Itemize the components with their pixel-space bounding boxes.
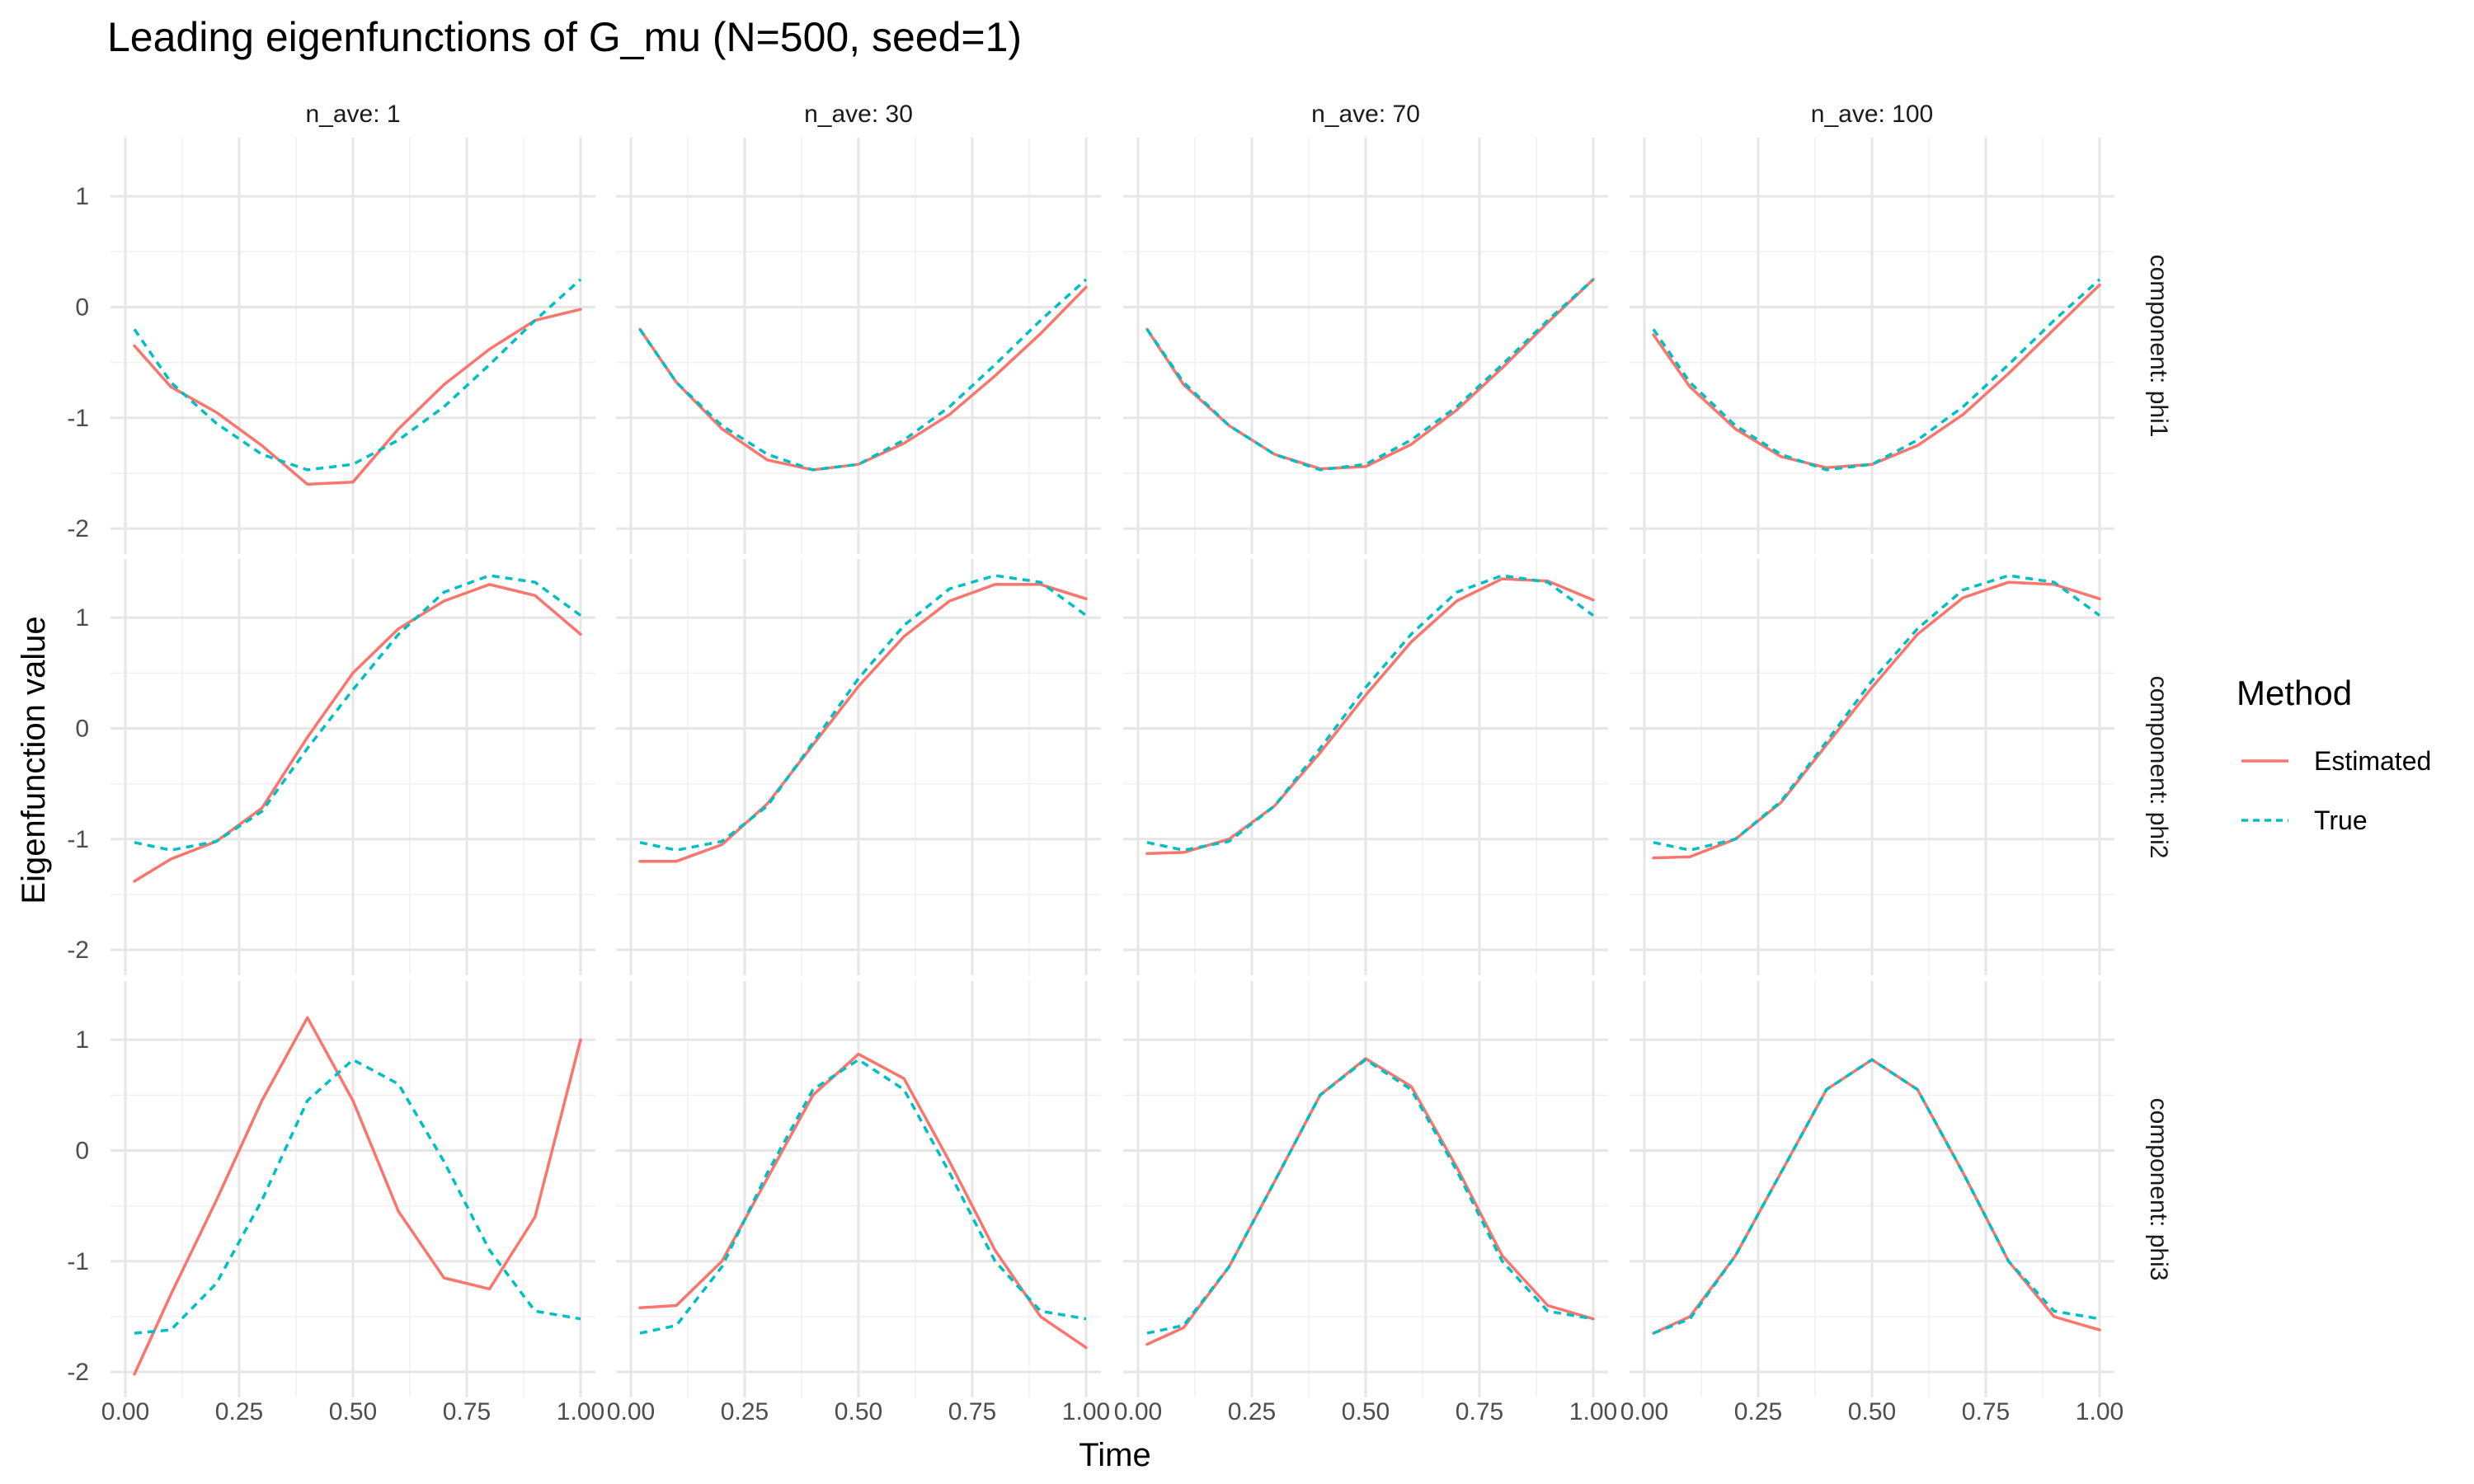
facet-panel (616, 559, 1101, 975)
x-tick-label: 0.75 (443, 1398, 491, 1425)
x-axis-title: Time (1079, 1437, 1150, 1473)
x-tick-label: 1.00 (557, 1398, 604, 1425)
facet-grid: n_ave: 1 n_ave: 30 n_ave: 70 n_ave: 100 comp… (67, 101, 2172, 1425)
facet-panel (111, 981, 595, 1397)
facet-panel (616, 138, 1101, 554)
estimated-series-line (1652, 580, 2101, 860)
x-tick-label: 0.50 (1342, 1398, 1390, 1425)
column-strip-label: n_ave: 70 (1311, 101, 1420, 128)
y-tick-label: 0 (75, 1137, 89, 1164)
y-tick-label: -1 (67, 1248, 89, 1275)
true-series-line (1145, 278, 1595, 472)
true-series-line (134, 1058, 581, 1335)
chart-title: Leading eigenfunctions of G_mu (N=500, s… (107, 14, 1022, 60)
y-tick-label: 0 (75, 715, 89, 742)
legend-entries: Estimated True (2241, 746, 2431, 835)
x-tick-label: 0.00 (1114, 1398, 1162, 1425)
x-tick-label: 0.25 (721, 1398, 769, 1425)
estimated-series-line (133, 1016, 582, 1376)
true-series-line (639, 574, 1088, 852)
legend-label: Estimated (2314, 746, 2431, 776)
row-strip-label: component: phi1 (2145, 255, 2172, 438)
x-tick-label: 0.50 (329, 1398, 377, 1425)
facet-panel (1630, 559, 2114, 975)
estimated-series-line (638, 583, 1088, 863)
y-tick-label: -2 (67, 1359, 89, 1386)
y-axis-title: Eigenfunction value (16, 616, 52, 904)
y-tick-label: 1 (75, 1026, 89, 1054)
x-tick-label: 0.00 (1620, 1398, 1668, 1425)
estimated-series-line (1145, 1057, 1595, 1346)
true-series-line (1652, 278, 2101, 472)
x-tick-label: 1.00 (2076, 1398, 2124, 1425)
facet-panel (1630, 138, 2114, 554)
true-series-line (134, 574, 582, 852)
x-tick-label: 0.50 (835, 1398, 882, 1425)
y-tick-label: -2 (67, 937, 89, 964)
x-tick-label: 0.50 (1848, 1398, 1896, 1425)
x-tick-label: 1.00 (1062, 1398, 1110, 1425)
x-tick-label: 0.25 (215, 1398, 263, 1425)
estimated-series-line (133, 583, 582, 883)
true-series-line (1146, 574, 1595, 852)
estimated-series-line (638, 285, 1088, 472)
x-tick-label: 1.00 (1569, 1398, 1617, 1425)
true-series-line (133, 278, 582, 472)
y-tick-label: 0 (75, 294, 89, 321)
x-tick-label: 0.25 (1228, 1398, 1276, 1425)
legend-title: Method (2236, 674, 2352, 712)
y-tick-label: -1 (67, 826, 89, 853)
x-tick-label: 0.75 (1456, 1398, 1503, 1425)
legend: Method Estimated True (2236, 674, 2431, 835)
row-strip-label: component: phi2 (2145, 676, 2172, 859)
x-tick-label: 0.00 (101, 1398, 149, 1425)
true-series-line (639, 1058, 1087, 1335)
facet-panel (1123, 138, 1608, 554)
x-tick-label: 0.75 (1962, 1398, 2010, 1425)
true-series-line (1653, 574, 2101, 852)
facet-panel (1123, 559, 1608, 975)
y-tick-label: 1 (75, 604, 89, 632)
column-strip-label: n_ave: 30 (804, 101, 913, 128)
y-tick-label: 1 (75, 183, 89, 210)
estimated-series-line (638, 1052, 1088, 1350)
legend-label: True (2314, 805, 2368, 835)
facet-panel (111, 138, 595, 554)
y-tick-label: -1 (67, 405, 89, 432)
estimated-series-line (1652, 1058, 2101, 1335)
x-tick-label: 0.75 (948, 1398, 996, 1425)
estimated-series-line (1652, 283, 2101, 470)
facet-panel (616, 981, 1101, 1397)
true-series-line (1653, 1058, 2100, 1335)
column-strip-label: n_ave: 1 (305, 101, 400, 128)
true-series-line (638, 278, 1088, 472)
y-tick-label: -2 (67, 515, 89, 542)
facet-panel (111, 559, 595, 975)
estimated-series-line (133, 308, 582, 486)
row-strip-label: component: phi3 (2145, 1098, 2172, 1281)
estimated-series-line (1145, 577, 1595, 856)
x-tick-label: 0.25 (1734, 1398, 1782, 1425)
x-tick-label: 0.00 (607, 1398, 655, 1425)
facet-panel (1630, 981, 2114, 1397)
true-series-line (1146, 1058, 1594, 1335)
column-strip-label: n_ave: 100 (1811, 101, 1933, 128)
facet-panel (1123, 981, 1608, 1397)
